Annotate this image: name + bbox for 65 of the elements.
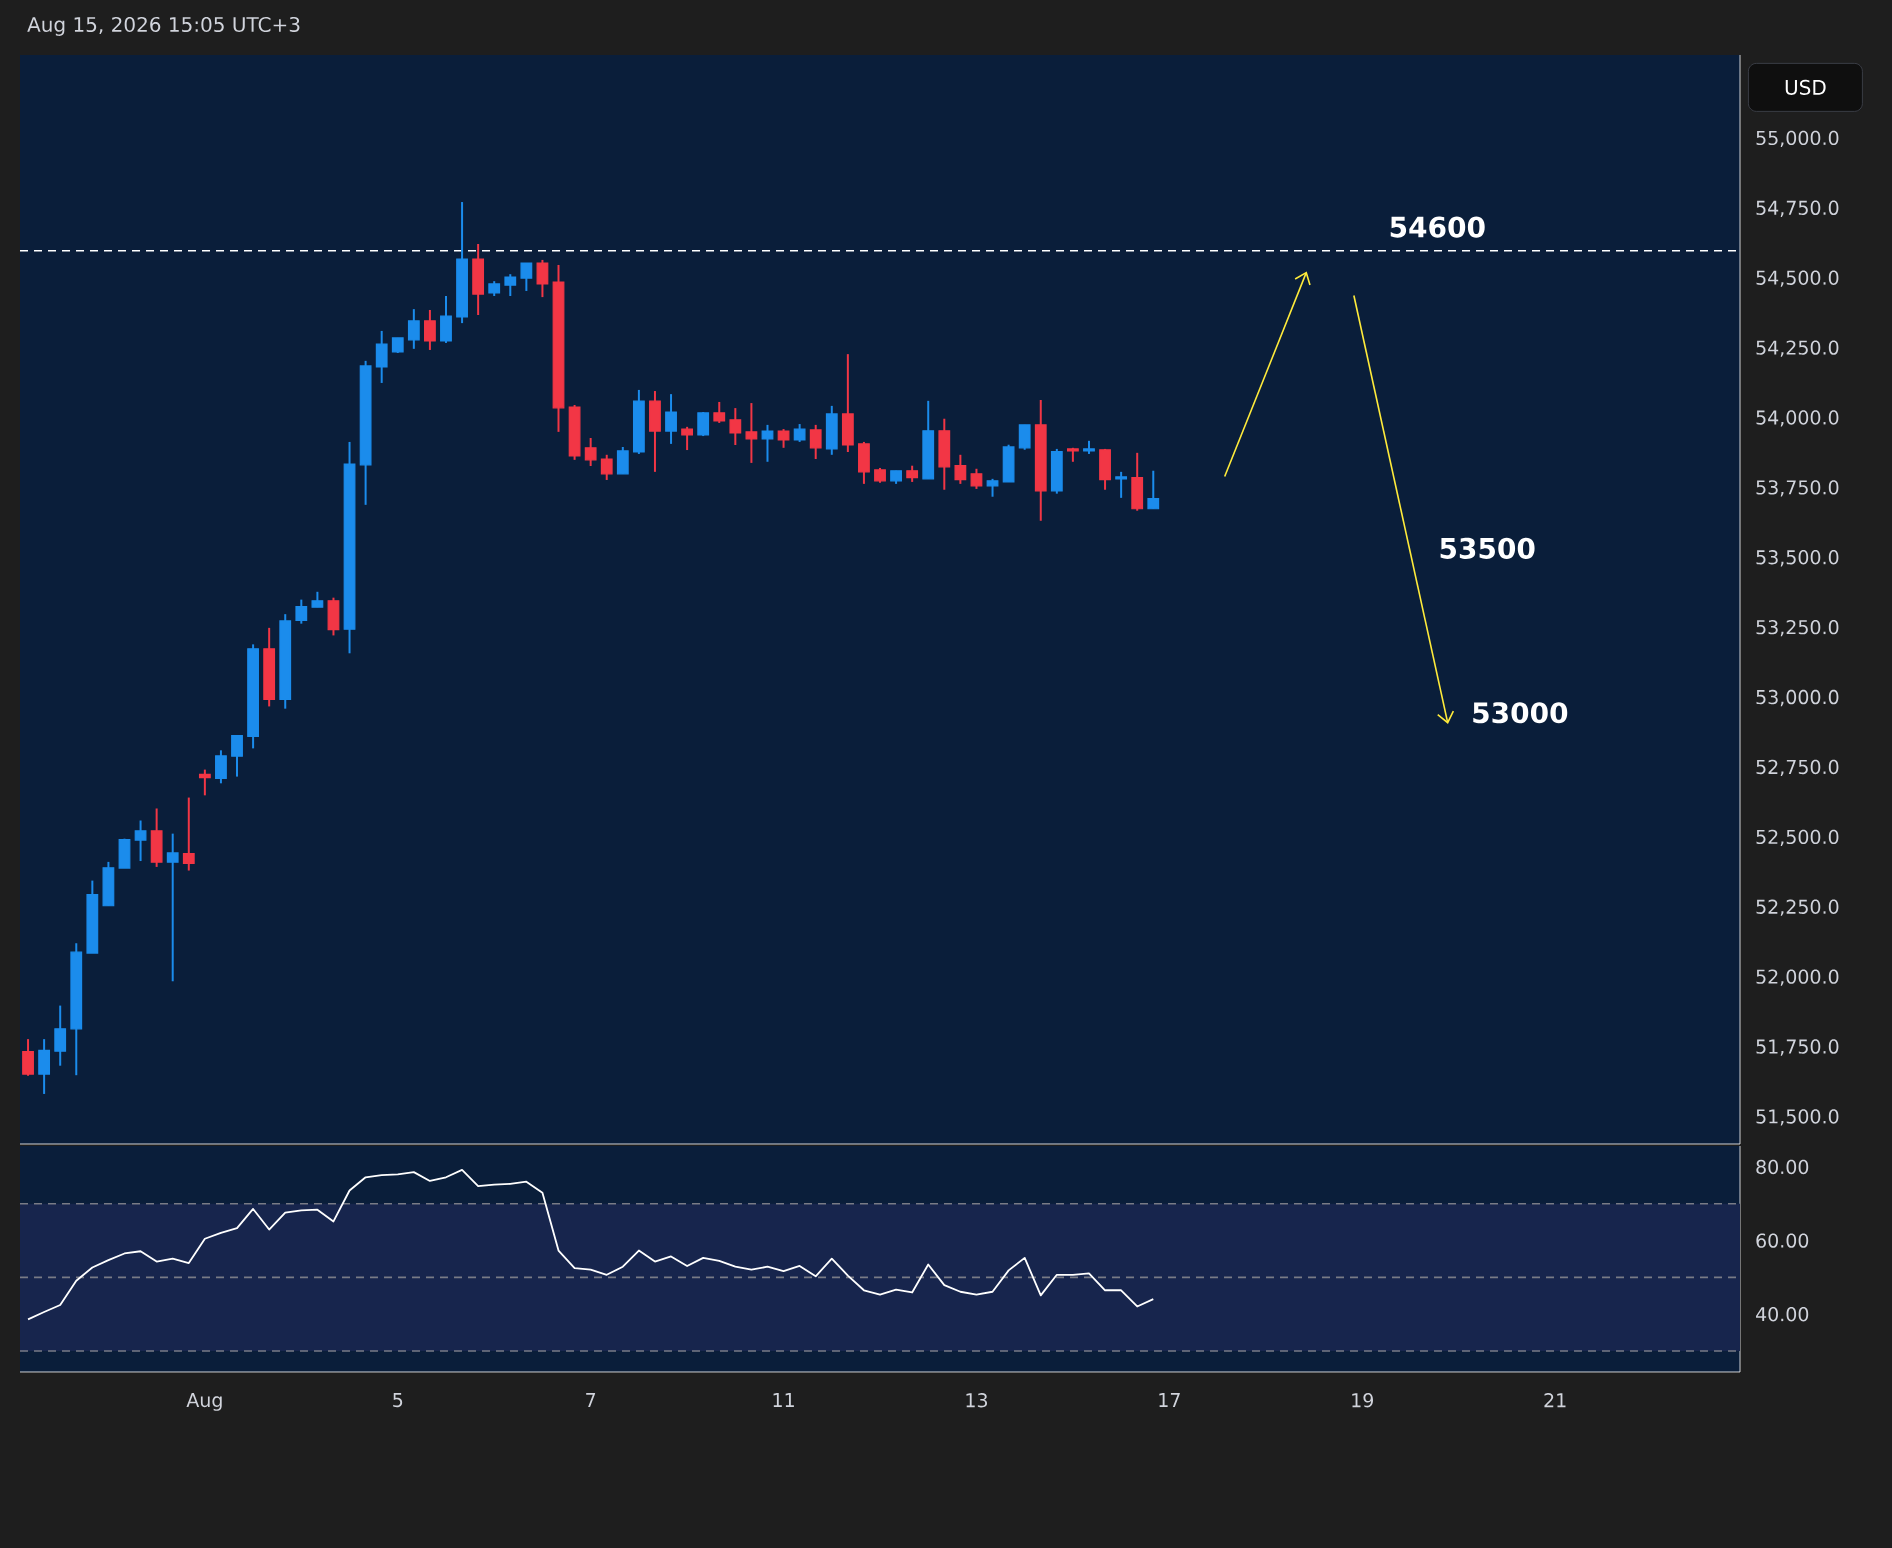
candlestick [231, 734, 243, 778]
chart-subtitle: Aug 15, 2026 15:05 UTC+3 [27, 16, 300, 36]
candlestick [536, 258, 549, 299]
candlestick [166, 832, 179, 983]
candlestick [745, 402, 758, 464]
candlestick [375, 329, 388, 384]
candlestick [616, 445, 629, 475]
candlestick [970, 467, 983, 490]
candlestick [520, 261, 533, 292]
y-tick-label: 80.00 [1756, 1159, 1809, 1175]
candlestick [1147, 469, 1160, 510]
text: USD [1785, 79, 1826, 95]
candlestick [809, 423, 822, 460]
candlestick [424, 308, 436, 351]
candlestick [407, 308, 420, 350]
candlestick [954, 453, 967, 485]
x-tick-label: 19 [1352, 1393, 1373, 1408]
annotation: 53500 [1440, 537, 1535, 559]
y-tick-label: 54,500.0 [1756, 270, 1839, 287]
candlestick [584, 437, 597, 467]
candlestick [38, 1038, 51, 1095]
candlestick [600, 453, 613, 481]
y-tick-label: 54,000.0 [1756, 410, 1839, 427]
candlestick [1115, 470, 1128, 499]
candlestick [681, 425, 694, 452]
candlestick [134, 819, 147, 863]
y-tick-label: 51,750.0 [1756, 1039, 1839, 1056]
candlestick [54, 1004, 67, 1067]
y-tick-label: 54,250.0 [1756, 340, 1839, 357]
y-tick-label: 54,750.0 [1756, 200, 1839, 217]
x-tick-label: 11 [773, 1393, 794, 1407]
candlestick [761, 423, 774, 463]
y-tick-label: 60.00 [1756, 1233, 1809, 1248]
y-tick-label: 53,750.0 [1756, 480, 1839, 497]
candlestick [198, 768, 211, 797]
y-tick-label: 53,250.0 [1756, 619, 1839, 637]
candlestick [1018, 423, 1031, 451]
candlestick [665, 393, 677, 445]
candlestick [729, 407, 742, 447]
y-tick-label: 40.00 [1756, 1307, 1809, 1322]
x-tick-label: 5 [393, 1393, 403, 1408]
y-tick-label: 52,500.0 [1756, 829, 1839, 846]
line-series [27, 1169, 1155, 1321]
candlestick [182, 796, 195, 872]
y-tick-label: 52,000.0 [1756, 969, 1839, 986]
candlestick [504, 273, 517, 297]
y-tick-label: 53,000.0 [1756, 689, 1839, 707]
ref-line-label: 54600 [1390, 216, 1485, 238]
candlestick [697, 411, 710, 438]
x-tick-label: 17 [1159, 1393, 1180, 1407]
candlestick [295, 598, 308, 625]
x-tick-label: 7 [586, 1393, 596, 1407]
candlestick [777, 428, 790, 449]
x-tick-label: Aug [186, 1393, 222, 1411]
y-tick-label: 51,500.0 [1756, 1109, 1839, 1126]
x-tick-label: 13 [966, 1393, 988, 1408]
x-tick-label: 21 [1544, 1393, 1566, 1408]
y-tick-label: 52,750.0 [1756, 759, 1839, 777]
candlestick [215, 749, 227, 785]
y-tick-label: 55,000.0 [1756, 130, 1839, 147]
y-tick-label: 53,500.0 [1756, 550, 1839, 567]
y-tick-label: 52,250.0 [1756, 899, 1839, 916]
annotation: 53000 [1473, 702, 1568, 724]
candlestick [22, 1038, 34, 1077]
candlestick [713, 400, 726, 424]
